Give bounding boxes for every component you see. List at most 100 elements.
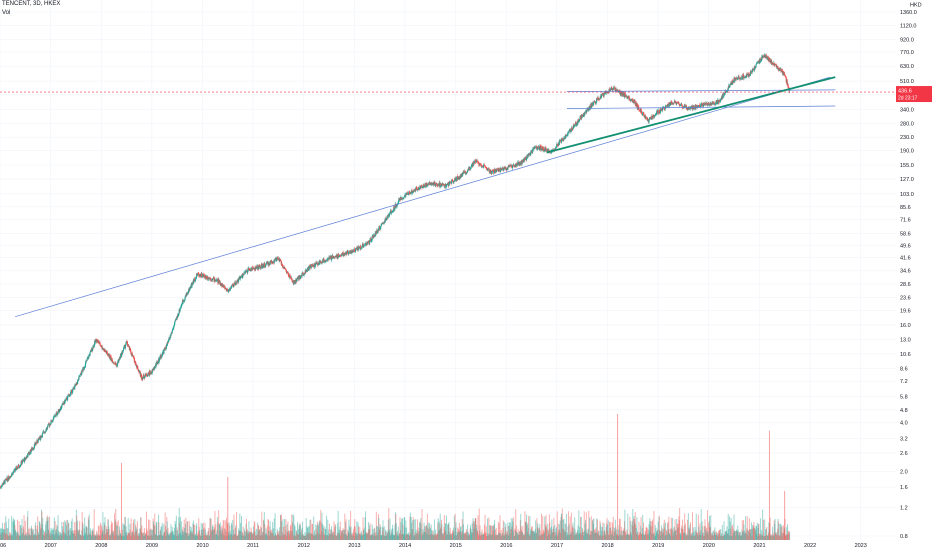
volume-bar bbox=[335, 535, 337, 540]
volume-bar bbox=[336, 532, 338, 540]
candle-body bbox=[140, 373, 142, 375]
candle-body bbox=[19, 466, 21, 467]
candle-body bbox=[594, 101, 596, 103]
candle-body bbox=[158, 359, 160, 362]
volume-bar bbox=[568, 524, 570, 540]
volume-bar bbox=[140, 517, 142, 540]
candle-body bbox=[184, 296, 186, 300]
candle-body bbox=[315, 263, 318, 265]
candle-body bbox=[582, 113, 584, 117]
candle-body bbox=[184, 299, 186, 301]
volume-bar bbox=[421, 535, 423, 540]
volume-bar bbox=[690, 534, 692, 540]
volume-bar bbox=[27, 510, 29, 540]
volume-bar bbox=[273, 535, 275, 540]
volume-bar bbox=[134, 531, 136, 540]
candle-body bbox=[496, 168, 498, 170]
volume-bar bbox=[776, 532, 778, 540]
volume-bar bbox=[745, 533, 747, 540]
volume-bar bbox=[555, 532, 557, 540]
volume-bar bbox=[198, 518, 200, 540]
candle-body bbox=[240, 275, 243, 277]
candle-body bbox=[377, 230, 380, 232]
volume-bar bbox=[687, 513, 689, 540]
volume-bar bbox=[30, 528, 32, 540]
candle-body bbox=[174, 320, 176, 322]
volume-bar bbox=[239, 531, 241, 540]
candle-body bbox=[238, 278, 241, 279]
volume-bar bbox=[671, 528, 673, 540]
volume-bar bbox=[374, 528, 376, 540]
volume-bar bbox=[376, 534, 378, 540]
volume-bar bbox=[602, 522, 604, 540]
volume-bar bbox=[703, 535, 705, 540]
candle-body bbox=[440, 183, 442, 186]
volume-bar bbox=[731, 535, 733, 540]
volume-bar bbox=[362, 517, 364, 540]
volume-bar bbox=[756, 522, 758, 540]
volume-bar bbox=[540, 534, 542, 540]
volume-bar bbox=[575, 534, 577, 540]
candle-body bbox=[81, 370, 83, 375]
candle-body bbox=[340, 255, 342, 257]
volume-bar bbox=[590, 534, 592, 540]
candle-body bbox=[252, 268, 254, 269]
volume-bar bbox=[262, 519, 264, 540]
volume-bar bbox=[133, 533, 135, 540]
volume-bar bbox=[97, 525, 99, 540]
candle-body bbox=[316, 262, 319, 264]
candle-body bbox=[59, 407, 62, 411]
candle-body bbox=[8, 478, 10, 480]
volume-bar bbox=[410, 516, 412, 540]
volume-bar bbox=[218, 510, 220, 540]
candle-body bbox=[326, 259, 328, 261]
volume-bar bbox=[243, 528, 245, 540]
volume-bar bbox=[780, 526, 782, 540]
volume-bar bbox=[82, 524, 84, 540]
candle-body bbox=[25, 457, 27, 460]
candle-body bbox=[538, 146, 540, 149]
candle-body bbox=[488, 168, 490, 173]
volume-bar bbox=[402, 534, 404, 540]
volume-bar bbox=[611, 533, 613, 540]
volume-bar bbox=[283, 534, 285, 540]
candle-body bbox=[147, 374, 149, 377]
candle-body bbox=[475, 161, 477, 163]
volume-bar bbox=[301, 529, 303, 540]
candle-body bbox=[507, 166, 509, 168]
volume-bar bbox=[410, 533, 412, 540]
volume-bar bbox=[23, 528, 25, 540]
volume-bar bbox=[174, 521, 176, 540]
candle-body bbox=[456, 176, 458, 181]
volume-bar bbox=[547, 529, 549, 540]
volume-bar bbox=[75, 509, 77, 540]
volume-bar bbox=[169, 532, 171, 540]
volume-bar bbox=[640, 525, 642, 540]
volume-bar bbox=[664, 535, 666, 540]
volume-bar bbox=[100, 530, 102, 540]
volume-bar bbox=[60, 535, 62, 540]
volume-bar bbox=[263, 520, 265, 540]
volume-bar bbox=[36, 529, 38, 540]
candle-body bbox=[178, 312, 180, 316]
volume-bar bbox=[108, 526, 110, 540]
candle-body bbox=[426, 183, 428, 186]
volume-bar bbox=[735, 530, 737, 540]
volume-bar bbox=[194, 533, 196, 540]
volume-bar bbox=[539, 524, 541, 540]
volume-bar bbox=[716, 535, 718, 540]
volume-bar bbox=[130, 518, 132, 540]
volume-bar bbox=[2, 532, 4, 540]
volume-bar bbox=[207, 530, 209, 540]
volume-bar bbox=[106, 529, 108, 540]
volume-bar bbox=[93, 509, 95, 540]
candle-body bbox=[61, 403, 63, 406]
candle-body bbox=[449, 181, 451, 183]
volume-bar bbox=[334, 534, 336, 540]
volume-bar bbox=[64, 520, 66, 540]
candle-body bbox=[47, 425, 49, 428]
volume-bar bbox=[531, 530, 533, 540]
volume-bar bbox=[158, 534, 160, 540]
volume-bar bbox=[163, 531, 165, 540]
